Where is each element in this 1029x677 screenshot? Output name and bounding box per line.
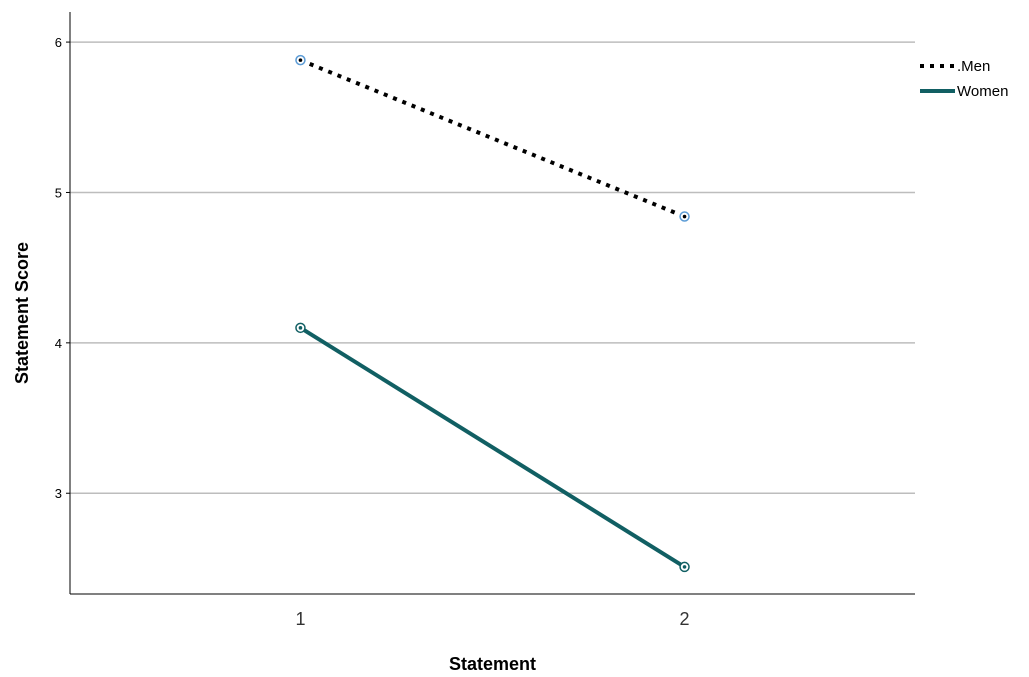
y-tick-labels: 3 4 5 6 xyxy=(55,35,70,501)
data-point-center xyxy=(298,326,303,330)
grid-lines xyxy=(70,41,915,494)
data-point-center xyxy=(682,565,687,569)
legend: .Men Women xyxy=(920,58,1008,100)
y-tick-label: 5 xyxy=(55,185,62,200)
legend-label: Women xyxy=(957,83,1008,100)
series-0 xyxy=(295,54,690,222)
x-axis-title: Statement xyxy=(449,654,536,674)
y-tick-label: 3 xyxy=(55,486,62,501)
data-point-center xyxy=(682,214,687,219)
y-tick-label: 6 xyxy=(55,35,62,50)
y-axis-title: Statement Score xyxy=(12,242,32,384)
series-line-1 xyxy=(299,326,686,569)
series-group xyxy=(295,54,690,573)
data-point-center xyxy=(298,58,303,62)
x-tick-label: 2 xyxy=(680,609,690,629)
x-tick-label: 1 xyxy=(295,609,305,629)
y-tick-label: 4 xyxy=(55,336,62,351)
legend-label: .Men xyxy=(957,58,990,75)
series-1 xyxy=(295,322,690,573)
axes xyxy=(69,12,915,595)
